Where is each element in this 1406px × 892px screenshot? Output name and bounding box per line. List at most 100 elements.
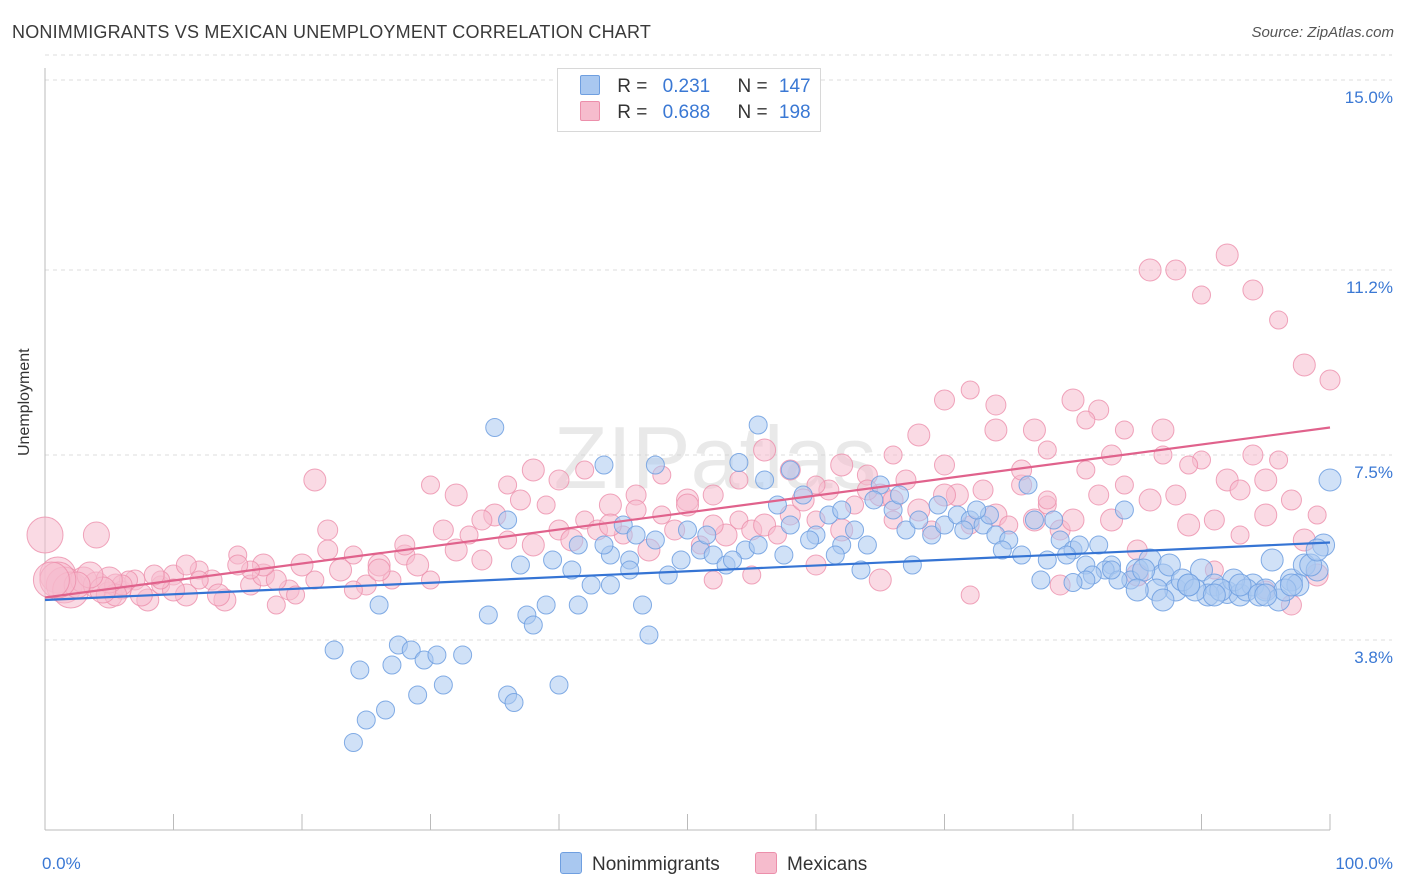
mexicans-trend-line bbox=[44, 426, 1331, 599]
mexicans-point bbox=[703, 570, 723, 590]
nonimmigrants-point bbox=[832, 500, 852, 520]
x-tick-label-min: 0.0% bbox=[42, 854, 81, 873]
nonimmigrants-point bbox=[890, 485, 910, 505]
mexicans-point bbox=[317, 519, 339, 541]
mexicans-point bbox=[1254, 468, 1278, 492]
nonimmigrants-point bbox=[1202, 583, 1226, 607]
mexicans-point bbox=[1088, 484, 1110, 506]
n-value: 198 bbox=[778, 102, 811, 123]
mexicans-point bbox=[1280, 489, 1302, 511]
mexicans-point bbox=[1269, 450, 1289, 470]
mexicans-point bbox=[227, 554, 249, 576]
mexicans-point bbox=[907, 423, 931, 447]
nonimmigrants-point bbox=[1037, 550, 1057, 570]
legend-item-mexicans[interactable]: Mexicans bbox=[755, 852, 867, 876]
nonimmigrants-point bbox=[748, 535, 768, 555]
mexicans-point bbox=[421, 475, 440, 495]
mexicans-point bbox=[394, 534, 416, 556]
mexicans-point bbox=[459, 525, 479, 545]
mexicans-point bbox=[548, 469, 570, 491]
mexicans-point bbox=[985, 394, 1007, 416]
nonimmigrants-point bbox=[671, 550, 691, 570]
mexicans-point bbox=[1254, 503, 1278, 527]
mexicans-point bbox=[421, 570, 440, 590]
nonimmigrants-point bbox=[376, 700, 396, 720]
mexicans-point bbox=[432, 519, 454, 541]
nonimmigrants-point bbox=[922, 525, 942, 545]
nonimmigrants-point bbox=[581, 575, 601, 595]
legend-row-mexicans: R = 0.688 N = 198 bbox=[580, 101, 811, 125]
nonimmigrants-point bbox=[485, 418, 505, 437]
trend-lines bbox=[44, 426, 1331, 602]
nonimmigrants-point bbox=[1125, 578, 1149, 602]
mexicans-point bbox=[406, 553, 430, 577]
mexicans-point bbox=[742, 565, 762, 585]
mexicans-point bbox=[1037, 440, 1057, 460]
mexicans-point bbox=[82, 521, 110, 549]
nonimmigrants-point bbox=[954, 520, 974, 540]
legend-item-nonimmigrants[interactable]: Nonimmigrants bbox=[560, 852, 720, 876]
nonimmigrants-point bbox=[1318, 468, 1342, 492]
nonimmigrants-point bbox=[1260, 548, 1284, 572]
nonimmigrants-point bbox=[350, 660, 370, 680]
tick-labels: 3.8% 7.5% 11.2% 15.0% 0.0% 100.0% bbox=[42, 88, 1393, 873]
legend-label: Mexicans bbox=[787, 854, 868, 875]
nonimmigrants-point bbox=[909, 510, 929, 530]
mexicans-point bbox=[26, 516, 64, 554]
nonimmigrants-point bbox=[408, 685, 428, 705]
mexicans-point bbox=[143, 564, 165, 586]
nonimmigrants-point bbox=[1089, 535, 1109, 555]
mexicans-point bbox=[1114, 475, 1134, 495]
legend-label: Nonimmigrants bbox=[592, 854, 720, 875]
nonimmigrants-point bbox=[658, 565, 678, 585]
nonimmigrants-point bbox=[453, 645, 473, 665]
r-label: R = bbox=[617, 102, 648, 123]
nonimmigrants-point bbox=[703, 545, 723, 565]
nonimmigrants-point bbox=[510, 555, 530, 575]
nonimmigrants-point bbox=[780, 515, 800, 535]
mexicans-point bbox=[1242, 279, 1264, 301]
nonimmigrants-point bbox=[645, 530, 665, 550]
nonimmigrants-point bbox=[678, 520, 697, 540]
nonimmigrants-point bbox=[864, 490, 884, 510]
mexicans-point bbox=[1151, 418, 1175, 442]
mexicans-point bbox=[934, 389, 955, 411]
nonimmigrants-point bbox=[324, 640, 344, 660]
nonimmigrants-point bbox=[928, 495, 948, 515]
mexicans-point bbox=[598, 493, 622, 517]
nonimmigrants-point bbox=[401, 640, 421, 660]
nonimmigrants-point bbox=[1132, 558, 1156, 582]
nonimmigrants-point bbox=[697, 525, 717, 545]
mexicans-point bbox=[175, 554, 197, 576]
nonimmigrants-point bbox=[935, 515, 954, 535]
mexicans-point bbox=[676, 493, 699, 517]
nonimmigrants-point bbox=[568, 535, 588, 555]
nonimmigrants-point bbox=[1228, 573, 1252, 597]
nonimmigrants-point bbox=[568, 595, 588, 615]
nonimmigrants-point bbox=[780, 460, 800, 480]
mexicans-point bbox=[1192, 285, 1211, 305]
mexicans-point bbox=[960, 380, 980, 400]
nonimmigrants-point bbox=[1031, 570, 1051, 590]
blue-swatch bbox=[580, 75, 600, 95]
nonimmigrants-point bbox=[967, 500, 987, 520]
nonimmigrants-point bbox=[857, 535, 877, 555]
nonimmigrants-point bbox=[498, 510, 518, 530]
nonimmigrants-point bbox=[845, 520, 865, 540]
nonimmigrants-point bbox=[1063, 573, 1083, 592]
nonimmigrants-point bbox=[594, 535, 614, 555]
mexicans-point bbox=[1037, 490, 1057, 510]
mexicans-point bbox=[1138, 258, 1162, 282]
pink-swatch bbox=[580, 101, 600, 121]
source-label: Source: ZipAtlas.com bbox=[1251, 24, 1394, 41]
y-tick-label: 15.0% bbox=[1345, 88, 1393, 107]
mexicans-point bbox=[266, 595, 286, 615]
nonimmigrants-point bbox=[427, 645, 447, 665]
mexicans-point bbox=[1203, 509, 1225, 531]
n-label: N = bbox=[737, 102, 768, 123]
mexicans-point bbox=[1022, 418, 1046, 442]
mexicans-point bbox=[189, 570, 209, 590]
nonimmigrants-point bbox=[774, 545, 794, 565]
nonimmigrants-point bbox=[1044, 510, 1064, 530]
nonimmigrants-points bbox=[324, 415, 1342, 752]
